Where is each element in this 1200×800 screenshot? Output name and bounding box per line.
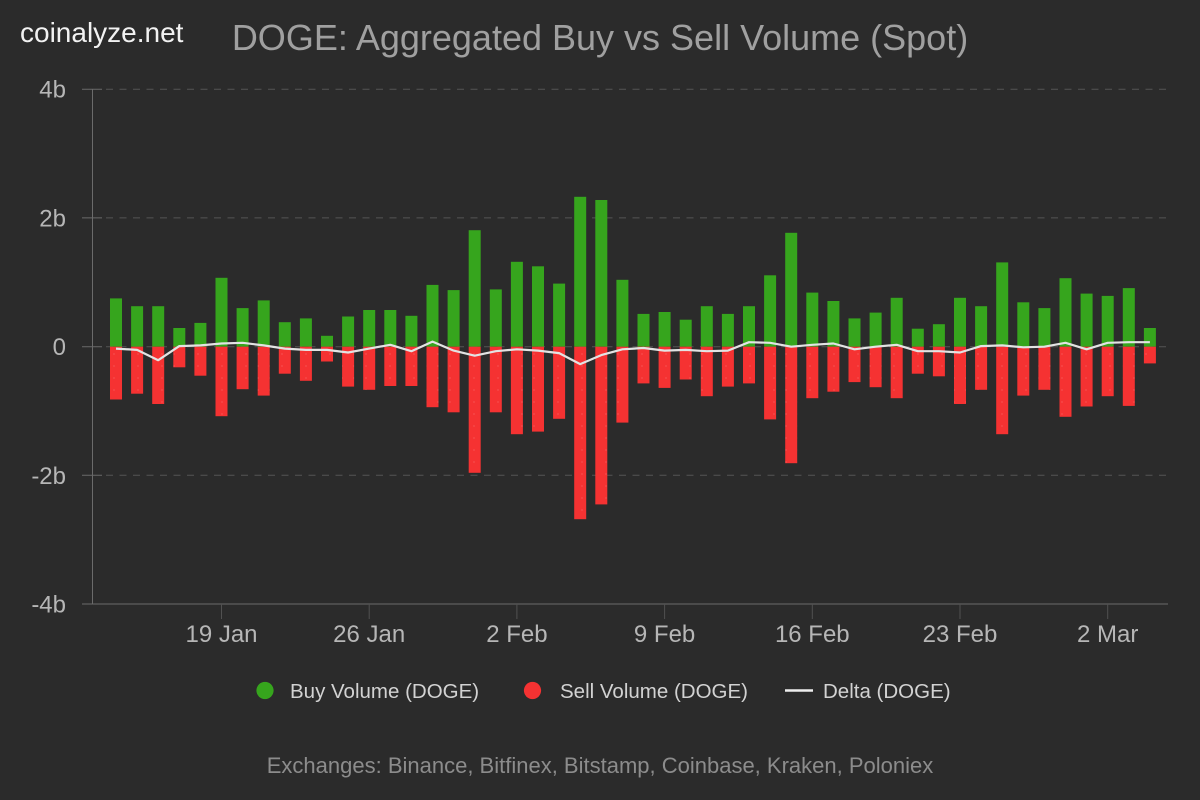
svg-text:2b: 2b (39, 205, 66, 232)
svg-text:-4b: -4b (31, 592, 66, 619)
svg-text:26 Jan: 26 Jan (333, 621, 405, 648)
svg-text:0: 0 (53, 334, 66, 361)
svg-text:Buy Volume (DOGE): Buy Volume (DOGE) (290, 680, 479, 703)
svg-text:16 Feb: 16 Feb (775, 621, 850, 648)
svg-text:-2b: -2b (31, 463, 66, 490)
svg-text:Delta (DOGE): Delta (DOGE) (823, 680, 951, 703)
svg-text:9 Feb: 9 Feb (634, 621, 695, 648)
svg-text:19 Jan: 19 Jan (185, 621, 257, 648)
svg-text:4b: 4b (39, 77, 66, 104)
svg-text:2 Feb: 2 Feb (486, 621, 547, 648)
svg-text:Sell Volume (DOGE): Sell Volume (DOGE) (560, 680, 748, 703)
svg-text:23 Feb: 23 Feb (923, 621, 998, 648)
svg-text:2 Mar: 2 Mar (1077, 621, 1138, 648)
